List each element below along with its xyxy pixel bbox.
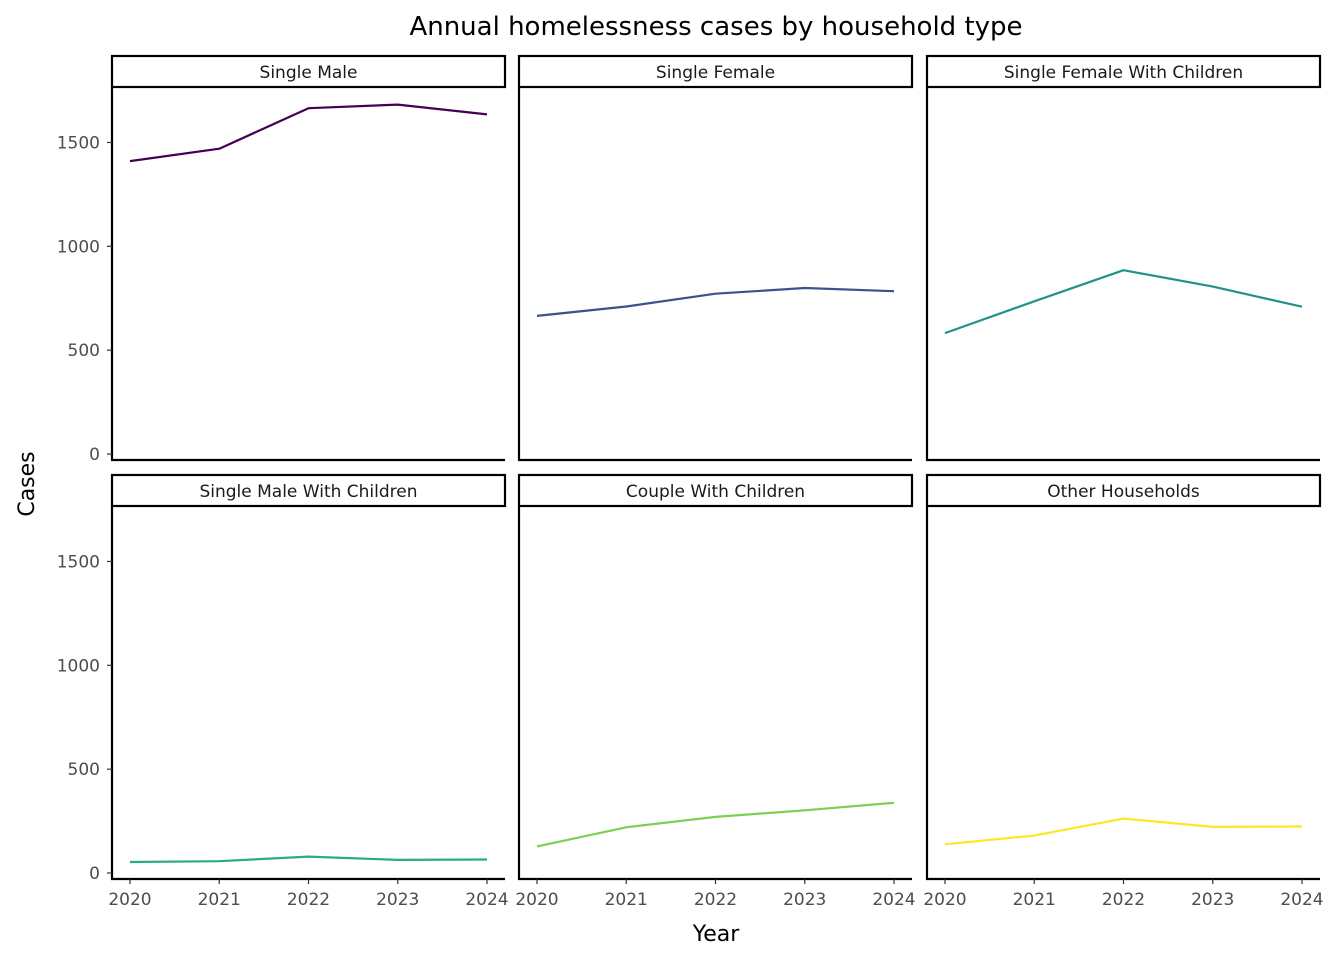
y-tick-label: 1000: [57, 237, 100, 257]
series-line: [944, 817, 1303, 846]
x-tick-label: 2020: [108, 890, 151, 910]
facet-strip: [110, 473, 507, 508]
facet-strip: [925, 54, 1322, 89]
facet-strip: [110, 54, 507, 89]
series-line: [536, 286, 895, 317]
x-tick-label: 2022: [694, 890, 737, 910]
series-line: [129, 855, 488, 864]
x-tick-label: 2020: [923, 890, 966, 910]
y-tick-label: 1500: [57, 552, 100, 572]
facet-panel: Single Male 0 500 1000 1500: [57, 54, 507, 465]
facet-strip-label: Couple With Children: [626, 482, 805, 502]
facet-strip-label: Other Households: [1047, 482, 1200, 502]
x-axis-title: Year: [692, 922, 741, 947]
y-tick-label: 0: [89, 445, 100, 465]
x-tick-label: 2021: [198, 890, 241, 910]
y-tick-label: 500: [68, 760, 100, 780]
facet-strip: [517, 54, 914, 89]
x-tick-label: 2022: [287, 890, 330, 910]
x-tick-label: 2021: [1013, 890, 1056, 910]
x-tick-label: 2020: [515, 890, 558, 910]
chart-title: Annual homelessness cases by household t…: [409, 12, 1022, 42]
y-tick-label: 1500: [57, 133, 100, 153]
facet-panels: Single Male 0 500 1000 1500 Single Female Sing…: [57, 54, 1324, 910]
facet-panel: Single Male With Children 0 500 1000 1500 202…: [57, 473, 509, 910]
y-axis-title: Cases: [15, 451, 40, 516]
x-tick-label: 2023: [783, 890, 826, 910]
x-tick-label: 2024: [1280, 890, 1323, 910]
x-tick-label: 2024: [465, 890, 508, 910]
facet-strip-label: Single Female: [656, 63, 775, 83]
facet-strip: [925, 473, 1322, 508]
x-tick-label: 2021: [605, 890, 648, 910]
x-tick-label: 2024: [872, 890, 915, 910]
y-tick-label: 500: [68, 341, 100, 361]
x-tick-label: 2023: [376, 890, 419, 910]
series-line: [129, 103, 488, 163]
facet-panel: Other Households 2020 2021 2022 2023 2024: [923, 473, 1324, 910]
y-tick-label: 0: [89, 864, 100, 884]
facet-panel: Single Female: [517, 54, 914, 462]
x-tick-label: 2023: [1191, 890, 1234, 910]
facet-strip-label: Single Male: [260, 63, 358, 83]
facet-strip-label: Single Female With Children: [1004, 63, 1243, 83]
series-line: [536, 801, 895, 848]
facet-panel: Couple With Children 2020 2021 2022 2023 2024: [515, 473, 916, 910]
series-line: [944, 269, 1303, 335]
facet-strip-label: Single Male With Children: [199, 482, 417, 502]
facet-panel: Single Female With Children: [925, 54, 1322, 462]
facet-strip: [517, 473, 914, 508]
x-tick-label: 2022: [1102, 890, 1145, 910]
y-tick-label: 1000: [57, 656, 100, 676]
